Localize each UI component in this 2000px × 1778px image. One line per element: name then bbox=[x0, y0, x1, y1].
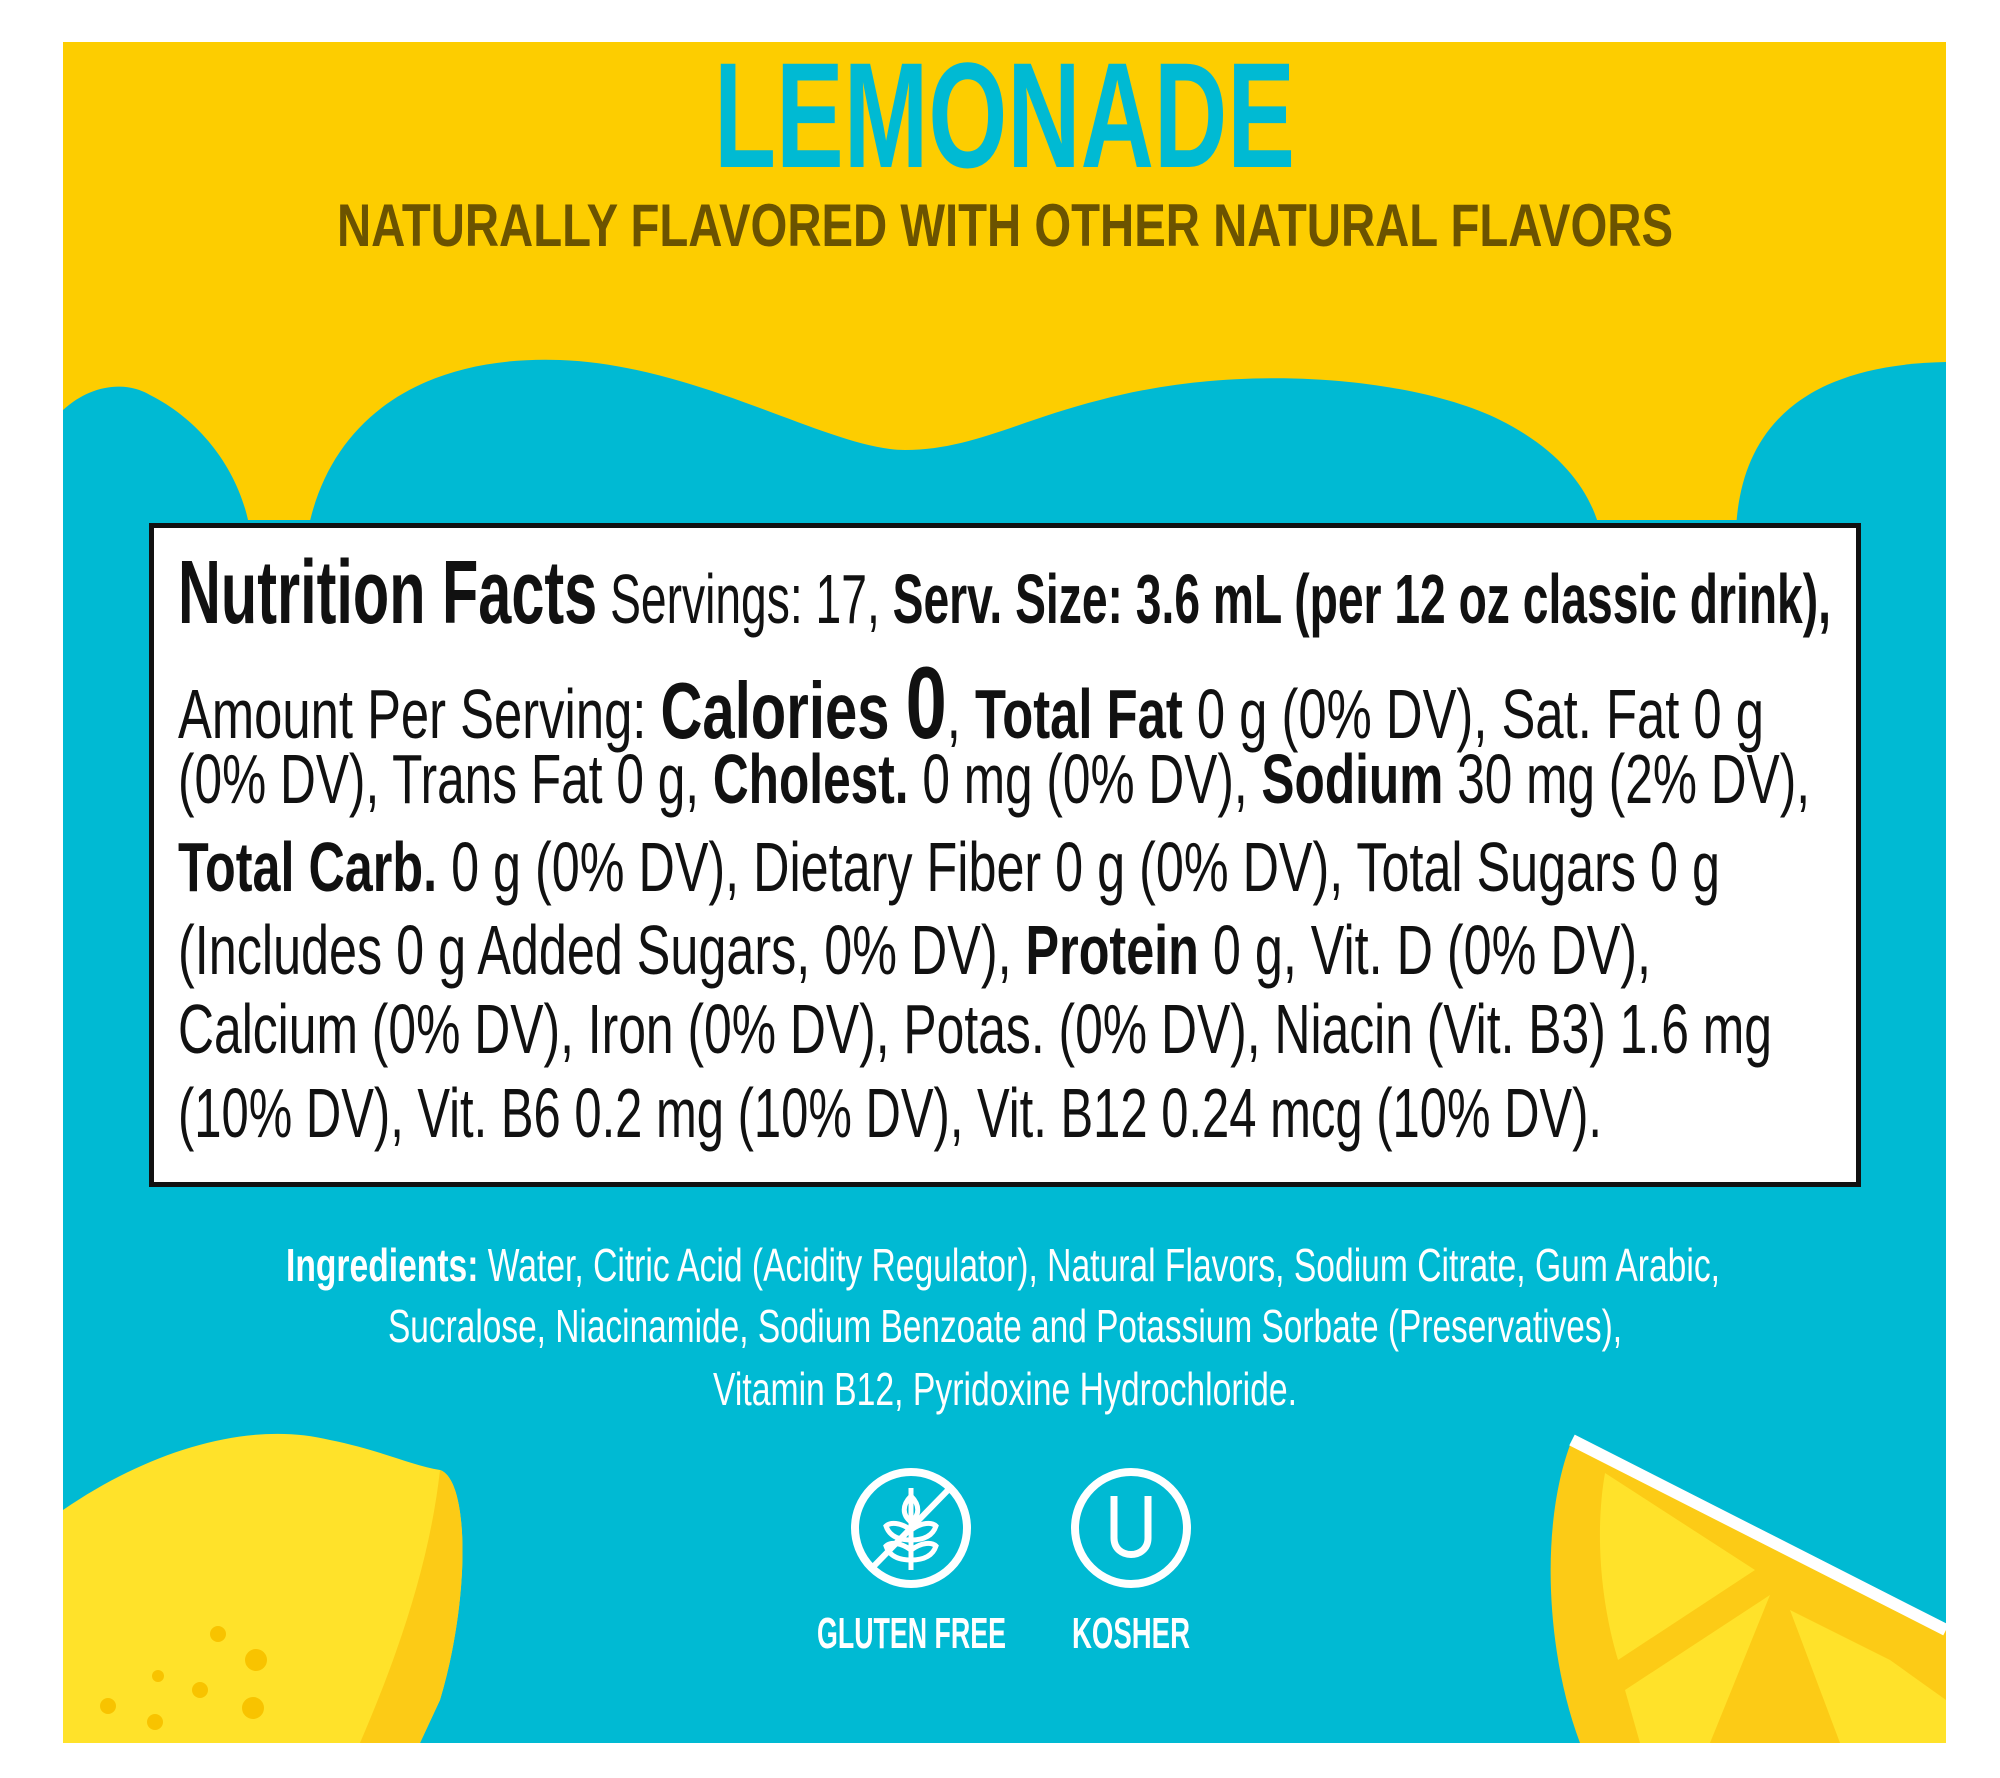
product-title: LEMONADE bbox=[714, 31, 1295, 199]
nutrient-label: 0 bbox=[905, 646, 947, 760]
ingredients-line: Sucralose, Niacinamide, Sodium Benzoate … bbox=[388, 1303, 2000, 1349]
nutrient-value: 0 g (0% DV), Dietary Fiber 0 g (0% DV), … bbox=[437, 828, 1721, 906]
nutrient-label: Serv. Size: 3.6 mL (per 12 oz classic dr… bbox=[892, 560, 1831, 638]
nutrition-line: Calcium (0% DV), Iron (0% DV), Potas. (0… bbox=[178, 994, 2000, 1064]
ingredients-list: Vitamin B12, Pyridoxine Hydrochloride. bbox=[713, 1363, 1297, 1415]
nutrient-label: Calories bbox=[660, 666, 906, 755]
nutrient-value: 0 g (0% DV), Sat. Fat 0 g bbox=[1182, 675, 1764, 753]
nutrient-label: Sodium bbox=[1261, 740, 1444, 818]
nutrition-line: (0% DV), Trans Fat 0 g, Cholest. 0 mg (0… bbox=[178, 744, 2000, 814]
nutrient-value: 0 mg (0% DV), bbox=[908, 740, 1262, 818]
nutrient-label: Cholest. bbox=[712, 740, 909, 818]
nutrient-value: 30 mg (2% DV), bbox=[1443, 740, 1810, 818]
nutrient-label: Protein bbox=[1025, 911, 1199, 989]
ingredients-list: Water, Citric Acid (Acidity Regulator), … bbox=[478, 1239, 1721, 1291]
kosher-label: KOSHER bbox=[1072, 1609, 1190, 1658]
nutrient-value: Amount Per Serving: bbox=[178, 675, 661, 753]
nutrient-value: Servings: 17, bbox=[597, 560, 893, 638]
lemon-illustration bbox=[63, 1433, 463, 1743]
ingredients-label: Ingredients: bbox=[286, 1239, 479, 1291]
nutrient-value: (Includes 0 g Added Sugars, 0% DV), bbox=[178, 911, 1026, 989]
nutrient-value: (10% DV), Vit. B6 0.2 mg (10% DV), Vit. … bbox=[178, 1074, 1602, 1152]
nutrient-label: Nutrition Facts bbox=[178, 543, 598, 643]
ingredients-line: Ingredients: Water, Citric Acid (Acidity… bbox=[286, 1242, 2000, 1288]
ingredients-line: Vitamin B12, Pyridoxine Hydrochloride. bbox=[713, 1366, 1510, 1412]
nutrient-label: Total Carb. bbox=[178, 828, 438, 906]
nutrient-value: , bbox=[946, 675, 975, 753]
nutrient-value: Calcium (0% DV), Iron (0% DV), Potas. (0… bbox=[178, 990, 1772, 1068]
gluten-free-label: GLUTEN FREE bbox=[817, 1609, 1006, 1658]
lemon-slice-illustration bbox=[1550, 1434, 1946, 1743]
nutrition-line: (Includes 0 g Added Sugars, 0% DV), Prot… bbox=[178, 915, 2000, 985]
product-subtitle: NATURALLY FLAVORED WITH OTHER NATURAL FL… bbox=[337, 192, 1673, 259]
nutrition-line: (10% DV), Vit. B6 0.2 mg (10% DV), Vit. … bbox=[178, 1078, 2000, 1148]
nutrition-facts-box bbox=[149, 523, 1861, 1187]
ingredients-list: Sucralose, Niacinamide, Sodium Benzoate … bbox=[388, 1300, 1622, 1352]
nutrient-value: (0% DV), Trans Fat 0 g, bbox=[178, 740, 713, 818]
nutrient-label: Total Fat bbox=[974, 675, 1183, 753]
nutrition-line: Amount Per Serving: Calories 0, Total Fa… bbox=[178, 652, 2000, 754]
nutrition-line: Total Carb. 0 g (0% DV), Dietary Fiber 0… bbox=[178, 832, 2000, 902]
nutrition-line: Nutrition Facts Servings: 17, Serv. Size… bbox=[178, 548, 2000, 638]
nutrient-value: 0 g, Vit. D (0% DV), bbox=[1198, 911, 1651, 989]
